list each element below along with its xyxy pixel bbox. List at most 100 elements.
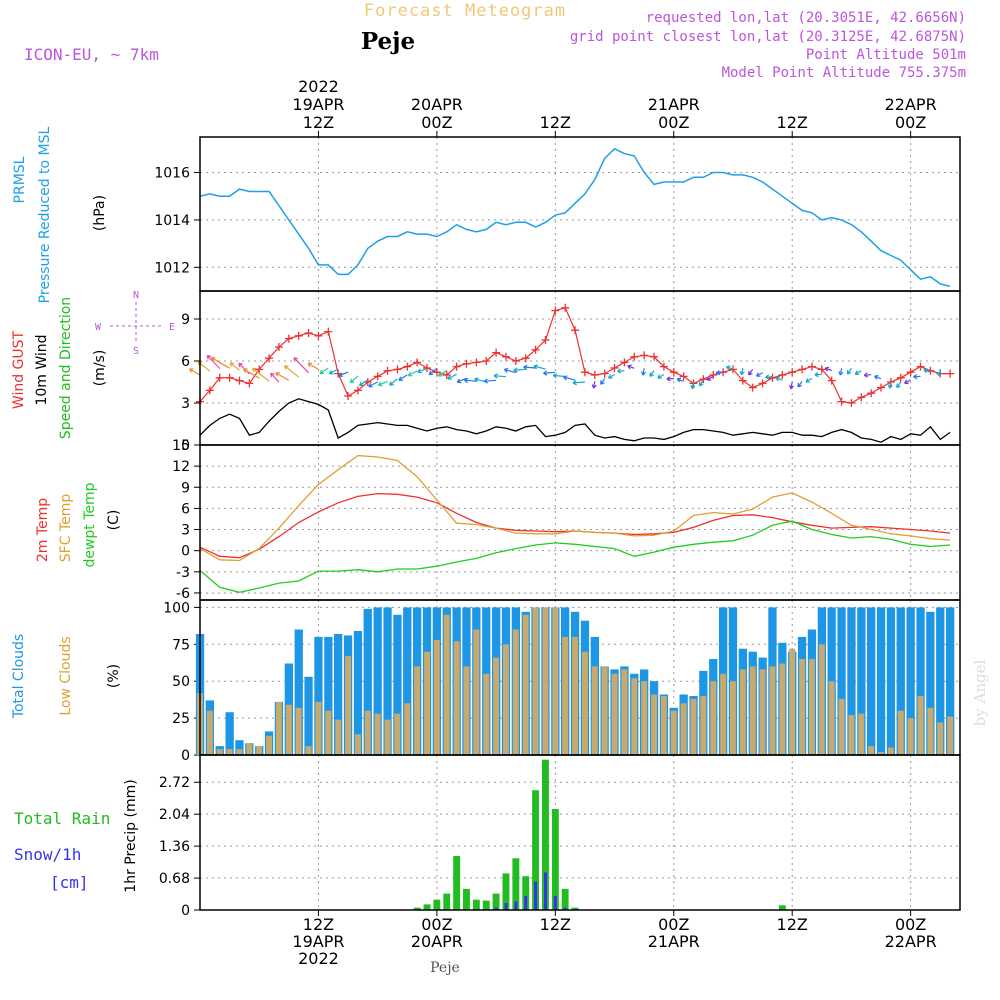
gust-marker: [521, 354, 530, 363]
low-cloud-bar: [493, 657, 499, 755]
low-cloud-bar: [463, 666, 470, 755]
low-cloud-bar: [789, 648, 796, 755]
low-cloud-bar: [907, 718, 914, 755]
gridpoint-coords: grid point closest lon,lat (20.3125E, 42…: [570, 29, 966, 45]
gust-marker: [896, 373, 905, 382]
gust-marker: [650, 352, 659, 361]
y-tick-label: 2.04: [159, 807, 190, 823]
wind-direction-arrow: [666, 376, 674, 382]
top-time-label: 20APR: [411, 95, 463, 114]
low-cloud-bar: [809, 659, 815, 755]
low-cloud-bar: [542, 607, 549, 755]
low-cloud-bar: [878, 752, 884, 755]
wind-direction-arrow: [863, 372, 872, 378]
bottom-time-label: 2022: [298, 949, 339, 968]
wind-direction-arrow: [533, 364, 546, 370]
wind-direction-arrow: [307, 362, 319, 370]
wind-direction-arrow: [283, 365, 300, 378]
gust-marker: [630, 352, 639, 361]
gust-marker: [462, 359, 471, 368]
wind-direction-arrow: [251, 367, 270, 382]
panel-frame: [199, 136, 961, 292]
gust-marker: [215, 373, 224, 382]
low-cloud-bar: [710, 681, 717, 755]
wind-direction-arrow: [293, 357, 310, 374]
wind-direction-arrow: [649, 370, 655, 377]
wind-direction-arrow: [503, 367, 516, 374]
wind-direction-arrow: [797, 380, 803, 388]
wind-direction-arrow: [319, 367, 329, 375]
rain-bar: [778, 905, 786, 910]
gust-marker: [699, 375, 708, 384]
pressure-label-short: PRMSL: [12, 156, 28, 203]
low-cloud-bar: [897, 710, 904, 755]
total-cloud-bar: [896, 607, 905, 755]
gust-marker: [600, 369, 609, 378]
low-cloud-bar: [266, 735, 272, 755]
wind-direction-arrow: [715, 370, 724, 376]
wind-direction-arrow: [275, 372, 290, 381]
gust-marker: [571, 326, 580, 335]
y-tick-label: 0: [181, 544, 190, 560]
low-cloud-bar: [443, 614, 450, 755]
temp-dew-label: dewpt Temp: [82, 482, 98, 567]
y-tick-label: 1016: [154, 166, 190, 182]
temp-sfc-label: SFC Temp: [58, 494, 74, 563]
low-cloud-bar: [335, 719, 342, 755]
total-cloud-bar: [886, 607, 896, 755]
low-cloud-bar: [473, 629, 480, 755]
low-cloud-bar: [206, 710, 213, 755]
rain-bar: [423, 904, 431, 910]
wind-direction-arrow: [349, 375, 359, 384]
wind-direction-arrow: [706, 375, 714, 381]
precip-axis-label: 1hr Precip (mm): [123, 779, 139, 892]
gust-marker: [492, 348, 501, 357]
pressure-label-long: Pressure Reduced to MSL: [37, 126, 53, 303]
rain-bar: [542, 759, 549, 910]
bottom-time-label: 20APR: [411, 932, 463, 951]
wind-dir-label: Speed and Direction: [58, 297, 74, 439]
precip-rain-label: Total Rain: [14, 809, 110, 828]
wind-direction-arrow: [483, 378, 497, 384]
gust-marker: [541, 336, 550, 344]
top-time-label: 12Z: [540, 113, 571, 132]
y-tick-label: 6: [181, 354, 190, 370]
gust-marker: [738, 376, 747, 385]
wind-direction-arrow: [563, 375, 576, 381]
wind-direction-arrow: [591, 381, 597, 389]
wind-direction-arrow: [243, 368, 260, 379]
wind-direction-arrow: [923, 368, 931, 374]
low-cloud-bar: [769, 666, 776, 755]
total-cloud-bar: [334, 634, 343, 755]
bottom-time-label: 12Z: [777, 915, 808, 934]
gust-marker: [432, 368, 441, 377]
plot-area: 1012101410160369-6-303691215025507510000…: [154, 77, 961, 968]
gust-marker: [590, 371, 599, 379]
clouds-total-label: Total Clouds: [11, 634, 27, 719]
low-cloud-bar: [582, 651, 588, 755]
low-cloud-bar: [246, 743, 253, 755]
low-cloud-bar: [285, 704, 292, 755]
bottom-time-label: 12Z: [303, 915, 334, 934]
gust-marker: [610, 364, 619, 372]
low-cloud-bar: [927, 707, 934, 755]
low-cloud-bar: [256, 746, 263, 755]
gust-marker: [561, 303, 570, 312]
rain-bar: [551, 809, 559, 910]
low-cloud-bar: [305, 746, 312, 755]
gust-marker: [501, 352, 510, 361]
wind-direction-arrow: [523, 364, 536, 370]
rain-bar: [561, 888, 569, 910]
gust-marker: [393, 365, 402, 374]
gust-marker: [353, 386, 362, 395]
gust-marker: [847, 399, 856, 407]
top-time-label: 12Z: [303, 113, 334, 132]
y-tick-label: 6: [181, 501, 190, 517]
wind-direction-arrow: [600, 378, 606, 385]
rain-bar: [482, 900, 490, 910]
wind-direction-arrow: [676, 377, 684, 383]
clouds-low-label: Low Clouds: [58, 636, 74, 715]
low-cloud-bar: [226, 749, 233, 755]
wind-direction-arrow: [789, 381, 795, 390]
pressure-unit: (hPa): [92, 195, 108, 231]
